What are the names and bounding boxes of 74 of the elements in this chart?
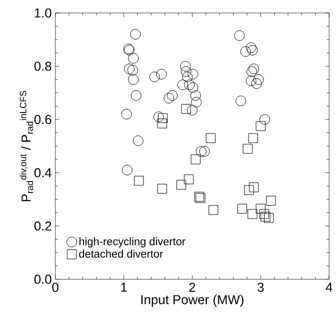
x-tick-label: 1 xyxy=(121,282,127,292)
point xyxy=(196,146,206,157)
point xyxy=(134,176,144,186)
point xyxy=(157,118,167,128)
point xyxy=(149,72,160,82)
point xyxy=(247,44,258,56)
point xyxy=(128,52,139,64)
point xyxy=(264,213,274,223)
point xyxy=(186,104,198,116)
y-tick-label: 0.6 xyxy=(34,114,52,124)
point xyxy=(176,180,186,190)
point xyxy=(248,133,258,143)
y-tick-label: 0.8 xyxy=(34,62,52,71)
point xyxy=(237,204,248,214)
point xyxy=(190,90,201,101)
point xyxy=(190,154,200,164)
point xyxy=(246,42,256,53)
point xyxy=(167,90,178,101)
point xyxy=(156,68,167,80)
point xyxy=(130,28,141,40)
point xyxy=(248,182,259,192)
y-tick-label: 0.2 xyxy=(34,221,52,230)
point xyxy=(164,92,174,104)
point xyxy=(128,74,139,85)
x-tick-label: 3 xyxy=(258,282,264,292)
point xyxy=(251,78,262,89)
point xyxy=(248,209,258,219)
point xyxy=(253,74,264,85)
point xyxy=(184,80,195,90)
x-tick-label: 0 xyxy=(52,282,58,292)
point xyxy=(234,30,245,41)
legend-label: high-recycling divertor xyxy=(79,237,186,248)
point xyxy=(188,68,198,80)
point xyxy=(127,64,138,76)
legend-label: detached divertor xyxy=(79,250,163,258)
point xyxy=(177,80,188,90)
point xyxy=(256,204,266,214)
point xyxy=(182,72,193,82)
point xyxy=(180,66,192,77)
point xyxy=(240,46,251,57)
point xyxy=(184,174,194,184)
point xyxy=(248,64,260,74)
point xyxy=(206,133,216,143)
point xyxy=(242,144,252,154)
point xyxy=(244,185,254,195)
point xyxy=(236,96,246,106)
point xyxy=(191,96,202,108)
point xyxy=(246,66,257,77)
point xyxy=(256,121,266,131)
point xyxy=(199,146,210,157)
point xyxy=(266,196,276,206)
point xyxy=(122,164,132,176)
point xyxy=(153,112,164,122)
point xyxy=(246,76,256,86)
point xyxy=(157,184,167,194)
y-tick-label: 0.0 xyxy=(34,274,52,284)
point xyxy=(121,108,132,120)
point xyxy=(208,205,218,215)
x-axis-title: Input Power (MW) xyxy=(141,294,244,307)
x-tick-label: 2 xyxy=(189,282,196,292)
point xyxy=(124,64,134,74)
point xyxy=(260,212,270,222)
point xyxy=(259,209,269,219)
point xyxy=(181,104,191,114)
point xyxy=(130,90,142,101)
y-axis-title: P$_{rad}$$^{div,out}$ / P$_{rad}$inLCFS xyxy=(20,90,34,202)
point xyxy=(260,114,270,125)
y-tick-label: 0.4 xyxy=(34,168,52,178)
point xyxy=(158,113,168,123)
point xyxy=(180,60,191,72)
x-tick-label: 4 xyxy=(326,282,332,292)
point xyxy=(132,135,144,146)
point xyxy=(188,82,198,93)
y-tick-label: 1.0 xyxy=(34,8,52,18)
